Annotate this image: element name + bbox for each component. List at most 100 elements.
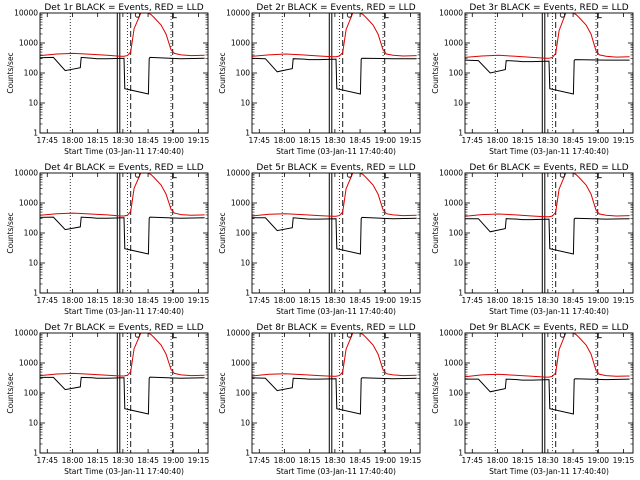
chart-title: Det 4r BLACK = Events, RED = LLD: [44, 163, 203, 173]
plot-area: [40, 333, 205, 453]
x-tick-label: 19:15: [400, 136, 422, 145]
y-tick-label: 1000: [444, 199, 463, 208]
circle-marker: [559, 12, 566, 18]
series-line-events: [40, 376, 205, 415]
x-tick-label: 19:15: [613, 136, 635, 145]
y-tick-label: 1000: [231, 199, 250, 208]
y-tick-label: 1000: [19, 199, 38, 208]
circle-marker: [134, 12, 141, 18]
x-tick-label: 18:15: [512, 296, 534, 305]
y-tick-label: 10: [28, 99, 38, 108]
y-tick-label: 100: [236, 389, 251, 398]
series-line-lld: [252, 333, 417, 377]
series-line-lld: [465, 173, 630, 218]
plot-frame: [464, 172, 634, 294]
y-tick-label: 10: [28, 419, 38, 428]
series-line-lld: [252, 13, 417, 58]
circle-marker: [346, 12, 353, 18]
l-marker: [597, 332, 602, 339]
chart-panel-9: Det 9r BLACK = Events, RED = LLD Counts/s…: [431, 323, 635, 476]
x-tick-label: 17:45: [248, 136, 270, 145]
circle-marker: [134, 172, 141, 178]
y-tick-label: 1: [458, 449, 463, 458]
l-marker: [597, 172, 602, 179]
chart-title: Det 3r BLACK = Events, RED = LLD: [469, 3, 628, 13]
plot-frame: [251, 332, 421, 454]
plot-frame: [464, 332, 634, 454]
y-tick-label: 10000: [439, 169, 463, 178]
y-tick-label: 1000: [19, 39, 38, 48]
x-tick-label: 18:00: [487, 296, 509, 305]
x-tick-label: 18:00: [62, 296, 84, 305]
chart-panel-6: Det 6r BLACK = Events, RED = LLD Counts/s…: [431, 163, 635, 316]
x-tick-label: 18:45: [562, 296, 584, 305]
plot-area: [252, 173, 417, 293]
plot-area: [40, 13, 205, 133]
x-tick-label: 18:15: [87, 296, 109, 305]
x-tick-label: 19:00: [162, 456, 184, 465]
l-marker: [597, 12, 602, 19]
series-line-events: [465, 217, 630, 255]
y-tick-label: 10000: [14, 9, 38, 18]
x-tick-label: 18:45: [349, 456, 371, 465]
x-tick-label: 18:00: [274, 296, 296, 305]
x-tick-label: 18:15: [512, 456, 534, 465]
y-tick-label: 10: [453, 419, 463, 428]
y-axis-label: Counts/sec: [218, 52, 227, 93]
x-tick-label: 17:45: [36, 456, 58, 465]
x-tick-label: 18:30: [537, 136, 559, 145]
chart-panel-8: Det 8r BLACK = Events, RED = LLD Counts/s…: [218, 323, 422, 476]
x-axis-label: Start Time (03-Jan-11 17:40:40): [64, 467, 184, 476]
y-tick-label: 1: [33, 129, 38, 138]
y-tick-label: 100: [24, 389, 39, 398]
x-tick-label: 18:30: [112, 296, 134, 305]
x-axis-label: Start Time (03-Jan-11 17:40:40): [64, 307, 184, 316]
x-tick-label: 19:00: [374, 296, 396, 305]
y-tick-label: 1: [33, 289, 38, 298]
plot-area: [252, 333, 417, 453]
x-tick-label: 18:30: [112, 136, 134, 145]
y-tick-label: 1: [245, 129, 250, 138]
chart-panel-3: Det 3r BLACK = Events, RED = LLD Counts/s…: [431, 3, 635, 156]
x-tick-label: 19:15: [188, 456, 210, 465]
x-tick-label: 18:45: [349, 296, 371, 305]
x-tick-label: 18:00: [487, 136, 509, 145]
y-tick-label: 100: [236, 229, 251, 238]
y-tick-label: 1000: [231, 359, 250, 368]
y-axis-label: Counts/sec: [431, 372, 440, 413]
y-tick-label: 10: [453, 99, 463, 108]
plot-frame: [251, 172, 421, 294]
y-tick-label: 1000: [444, 359, 463, 368]
x-tick-label: 19:00: [587, 136, 609, 145]
y-tick-label: 100: [24, 69, 39, 78]
chart-title: Det 9r BLACK = Events, RED = LLD: [469, 323, 628, 333]
x-axis-label: Start Time (03-Jan-11 17:40:40): [64, 147, 184, 156]
x-tick-label: 19:15: [613, 296, 635, 305]
series-line-lld: [252, 173, 417, 217]
x-tick-label: 18:00: [274, 136, 296, 145]
x-tick-label: 18:30: [537, 456, 559, 465]
chart-title: Det 7r BLACK = Events, RED = LLD: [44, 323, 203, 333]
x-tick-label: 18:30: [324, 136, 346, 145]
y-axis-label: Counts/sec: [6, 52, 15, 93]
y-axis-label: Counts/sec: [6, 212, 15, 253]
plot-frame: [39, 332, 209, 454]
l-marker: [384, 332, 389, 339]
series-line-events: [465, 378, 630, 415]
y-tick-label: 10: [453, 259, 463, 268]
plot-area: [465, 333, 630, 453]
x-tick-label: 18:00: [62, 456, 84, 465]
chart-panel-2: Det 2r BLACK = Events, RED = LLD Counts/s…: [218, 3, 422, 156]
x-tick-label: 17:45: [461, 456, 483, 465]
series-line-lld: [40, 13, 205, 57]
y-tick-label: 100: [449, 389, 464, 398]
series-line-lld: [465, 13, 630, 59]
y-tick-label: 10000: [226, 329, 250, 338]
x-tick-label: 18:45: [137, 296, 159, 305]
x-tick-label: 18:15: [87, 456, 109, 465]
y-tick-label: 10000: [14, 169, 38, 178]
x-tick-label: 18:15: [299, 456, 321, 465]
x-axis-label: Start Time (03-Jan-11 17:40:40): [489, 307, 609, 316]
x-tick-label: 18:30: [324, 296, 346, 305]
chart-panel-1: Det 1r BLACK = Events, RED = LLD Counts/s…: [6, 3, 210, 156]
